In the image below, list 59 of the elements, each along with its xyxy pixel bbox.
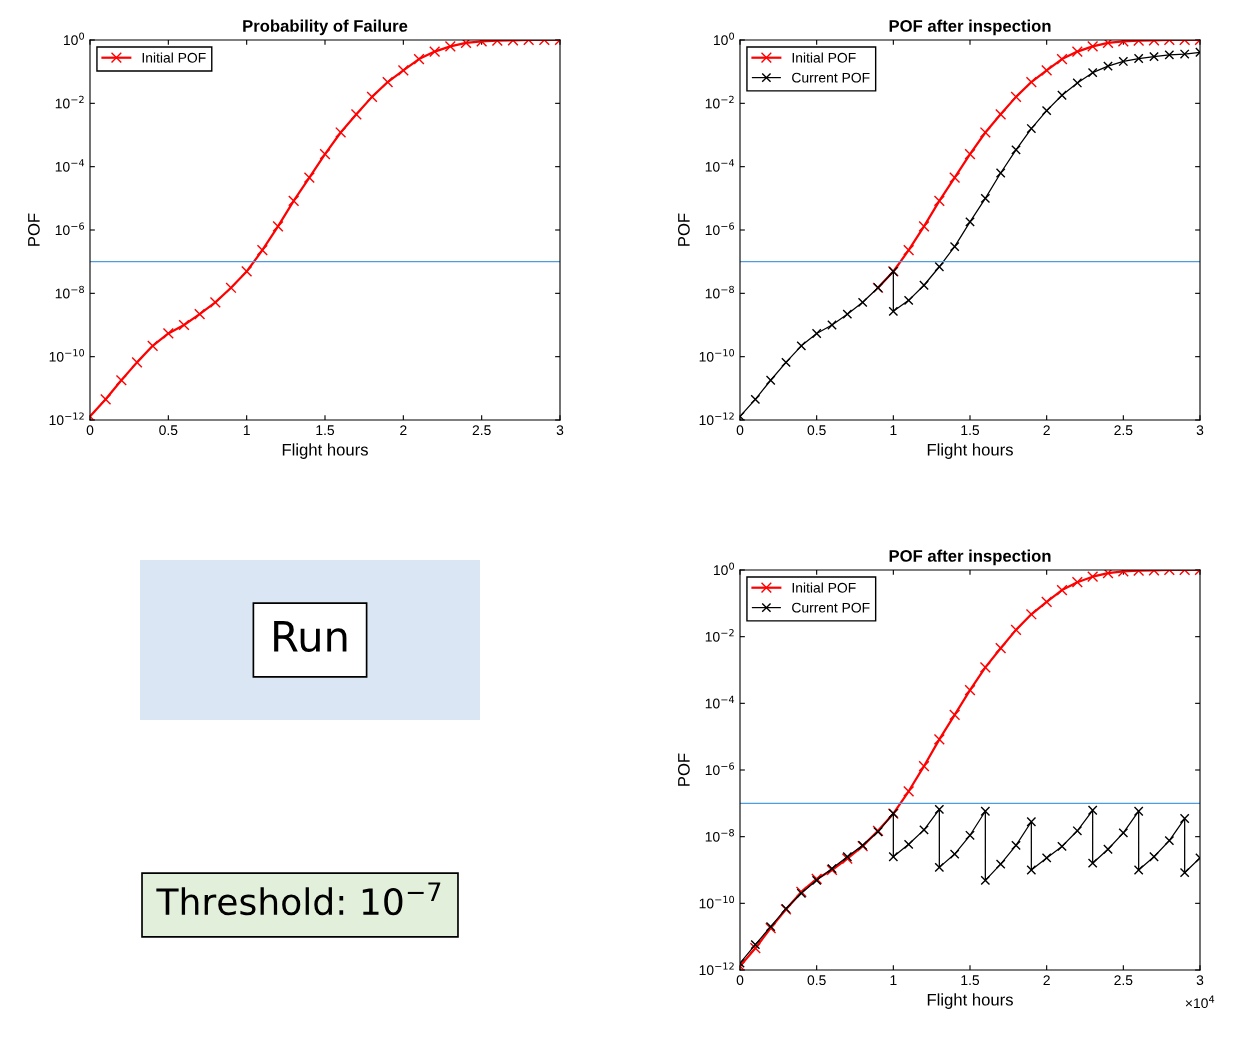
y-tick-label: 10$^{−2}$: [705, 95, 734, 109]
y-tick-label: 10$^{0}$: [63, 32, 85, 46]
y-tick-label: 10$^{−8}$: [705, 285, 734, 299]
x-tick-label: 3: [1196, 975, 1204, 986]
x-tick-label: 1: [890, 975, 897, 985]
legend-label: Initial POF: [792, 582, 856, 593]
y-axis-title: POF: [27, 213, 40, 246]
y-tick-label: 10$^{−2}$: [705, 629, 734, 642]
chart-title: POF after inspection: [889, 549, 1051, 566]
y-tick-label: 10$^{−8}$: [705, 829, 734, 842]
x-tick-label: 2.5: [1114, 425, 1133, 436]
x-tick-label: 0: [736, 975, 744, 986]
x-tick-label: 0: [736, 425, 744, 436]
x-tick-label: 2: [1043, 975, 1050, 985]
y-tick-label: 10$^{−4}$: [705, 695, 735, 709]
x-tick-label: 0.5: [807, 975, 826, 986]
x-axis-title: Flight hours: [927, 993, 1013, 1009]
y-tick-label: 10$^{−8}$: [55, 285, 84, 299]
chart-title: Probability of Failure: [243, 19, 408, 36]
y-tick-label: 10$^{−4}$: [705, 159, 735, 172]
x-tick-label: 1.5: [961, 975, 980, 986]
legend-label: Current POF: [792, 72, 870, 83]
text: ×10$^{4}$: [1185, 995, 1215, 1009]
legend-label: Current POF: [792, 602, 870, 613]
text: Threshold: 10$^{−7}$: [156, 882, 441, 916]
legend-label: Initial POF: [142, 52, 206, 63]
x-tick-label: 2: [1043, 425, 1050, 435]
x-tick-label: 3: [1196, 425, 1204, 436]
x-tick-label: 2: [400, 425, 407, 435]
x-tick-label: 1: [890, 425, 897, 435]
y-tick-label: 10$^{−6}$: [55, 222, 85, 236]
x-tick-label: 1.5: [961, 425, 980, 436]
x-tick-label: 2.5: [472, 425, 491, 436]
text: Run: [274, 621, 347, 653]
y-tick-label: 10$^{−12}$: [699, 962, 734, 976]
y-tick-label: 10$^{−10}$: [699, 895, 735, 909]
chart-title: POF after inspection: [889, 19, 1051, 36]
y-tick-label: 10$^{−6}$: [705, 222, 735, 236]
y-tick-label: 10$^{0}$: [713, 32, 735, 46]
y-tick-label: 10$^{−10}$: [49, 349, 85, 362]
y-tick-label: 10$^{−2}$: [55, 95, 84, 109]
y-tick-label: 10$^{−10}$: [699, 349, 735, 362]
x-axis-title: Flight hours: [282, 443, 368, 459]
y-tick-label: 10$^{−12}$: [699, 412, 734, 426]
x-axis-title: Flight hours: [927, 443, 1013, 459]
y-tick-label: 10$^{0}$: [713, 562, 735, 576]
x-tick-label: 1: [243, 425, 250, 435]
x-tick-label: 0.5: [159, 425, 178, 436]
y-tick-label: 10$^{−4}$: [55, 159, 85, 172]
y-tick-label: 10$^{−12}$: [49, 412, 84, 426]
y-axis-title: POF: [677, 213, 690, 246]
x-tick-label: 2.5: [1114, 975, 1133, 986]
y-axis-title: POF: [677, 753, 690, 786]
x-tick-label: 3: [556, 425, 564, 436]
x-tick-label: 0: [86, 425, 94, 436]
legend-label: Initial POF: [792, 52, 856, 63]
y-tick-label: 10$^{−6}$: [705, 762, 735, 776]
x-tick-label: 0.5: [807, 425, 826, 436]
x-tick-label: 1.5: [316, 425, 335, 436]
